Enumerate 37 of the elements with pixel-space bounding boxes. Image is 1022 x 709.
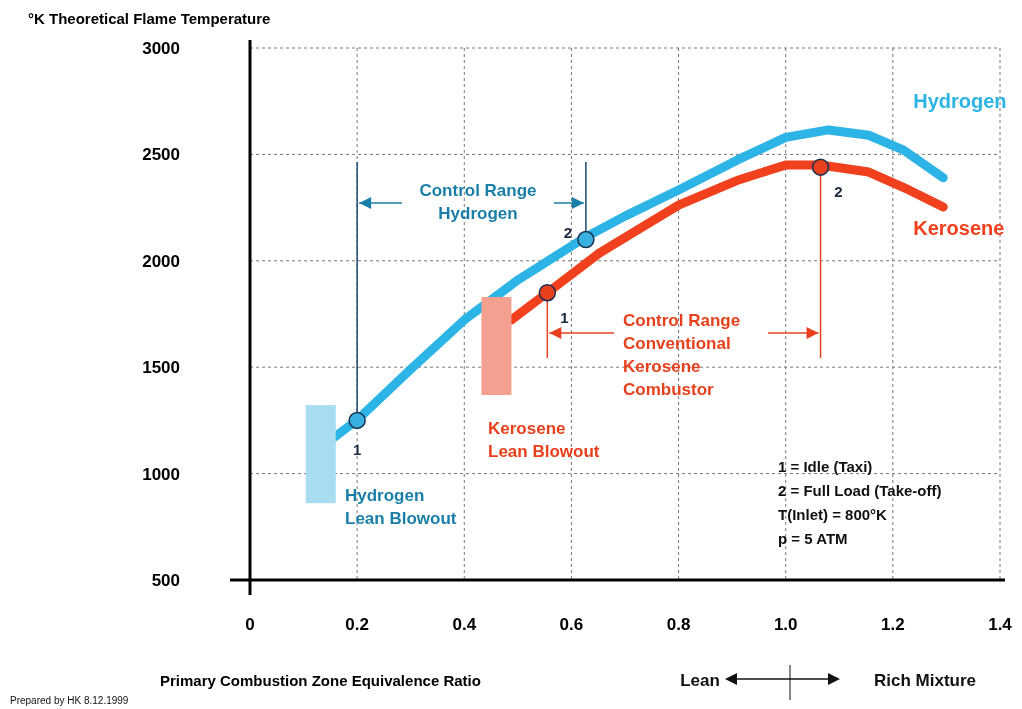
y-tick-label: 2000 xyxy=(142,251,180,271)
x-tick-label: 1.4 xyxy=(988,615,1013,634)
x-tick-label: 0.6 xyxy=(559,615,584,634)
annotation: Hydrogen Lean Blowout xyxy=(345,486,457,528)
x-tick-label: 0.2 xyxy=(345,615,369,634)
annotation: Control Range Hydrogen xyxy=(419,181,537,223)
annotation: Kerosene Lean Blowout xyxy=(488,419,600,461)
text: Lean xyxy=(680,671,720,690)
annotation: Control Range Conventional Kerosene Combustor xyxy=(623,311,741,399)
text: Prepared by HK 8.12.1999 xyxy=(10,695,129,706)
x-tick-label: 0.8 xyxy=(666,615,691,634)
x-tick-label: 0.4 xyxy=(452,615,477,634)
annotation: 1 xyxy=(352,441,362,459)
y-tick-label: 3000 xyxy=(142,39,180,58)
annotation: T(Inlet) = 800°K xyxy=(778,506,888,523)
x-tick-label: 1.2 xyxy=(881,615,905,634)
y-tick-label: 1000 xyxy=(142,464,180,484)
annotation: 2 = Full Load (Take-off) xyxy=(778,482,942,499)
annotation: 2 xyxy=(834,183,843,201)
point xyxy=(348,411,366,430)
series-label: Hydrogen xyxy=(913,89,1007,112)
point xyxy=(577,230,595,249)
annotation: 2 xyxy=(563,223,573,241)
x-tick-label: 1.0 xyxy=(773,615,798,634)
x-axis-title: Primary Combustion Zone Equivalence Ratio xyxy=(160,672,481,689)
text: Rich Mixture xyxy=(873,671,977,690)
y-tick-label: 1500 xyxy=(142,358,180,378)
y-axis-title: °K Theoretical Flame Temperature xyxy=(28,10,271,27)
point xyxy=(538,283,557,302)
annotation: 1 xyxy=(560,308,569,326)
annotation: 1 = Idle (Taxi) xyxy=(778,458,873,475)
y-tick-label: 500 xyxy=(151,571,180,590)
point xyxy=(811,158,830,176)
x-tick-label: 0 xyxy=(245,615,255,634)
y-tick-label: 2500 xyxy=(142,145,180,165)
annotation: p = 5 ATM xyxy=(778,530,848,547)
series-label: Kerosene xyxy=(913,216,1005,239)
